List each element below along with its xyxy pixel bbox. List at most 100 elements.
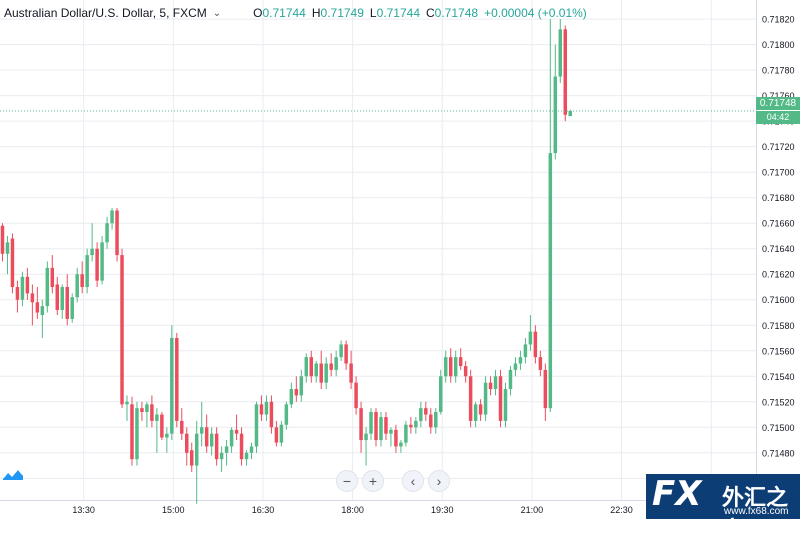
candle-down — [10, 238, 15, 287]
candle-up — [170, 338, 174, 434]
candle-up — [553, 76, 558, 154]
candle-down — [55, 284, 60, 310]
candle-up — [548, 153, 553, 409]
symbol-title[interactable]: Australian Dollar/U.S. Dollar, 5, FXCM — [4, 6, 207, 20]
candle-up — [249, 446, 254, 453]
high-label: H — [311, 6, 321, 20]
candle-down — [468, 376, 473, 421]
candle-up — [314, 363, 318, 377]
candle-down — [384, 417, 388, 434]
candle-down — [150, 404, 154, 421]
candle-up — [483, 382, 488, 415]
candle-up — [244, 452, 249, 460]
candle-down — [538, 357, 543, 370]
candle-up — [434, 411, 438, 428]
candle-down — [359, 408, 363, 441]
candle-up — [5, 242, 10, 254]
candle-down — [478, 404, 483, 415]
candle-up — [135, 408, 139, 460]
open-label: O — [253, 6, 263, 20]
candle-down — [175, 338, 179, 421]
candle-down — [160, 414, 164, 438]
y-tick-label: 0.71720 — [762, 142, 795, 152]
x-tick-label: 13:30 — [72, 505, 95, 515]
candle-up — [254, 404, 259, 447]
high-value: 0.71749 — [320, 6, 364, 20]
y-tick-label: 0.71680 — [762, 193, 795, 203]
candle-down — [65, 286, 69, 319]
y-tick-label: 0.71780 — [762, 66, 795, 76]
candle-up — [125, 401, 129, 405]
bar-countdown-tag: 04:42 — [756, 111, 800, 124]
candle-down — [80, 274, 84, 287]
candle-down — [349, 363, 353, 383]
y-tick-label: 0.71580 — [762, 321, 795, 331]
candle-up — [264, 401, 269, 415]
candle-up — [414, 420, 418, 428]
candle-down — [180, 420, 184, 434]
candle-up — [334, 357, 338, 370]
y-tick-label: 0.71820 — [762, 15, 795, 25]
scroll-right-button[interactable]: › — [428, 470, 450, 492]
candle-up — [304, 357, 309, 377]
candle-down — [204, 427, 209, 447]
candlestick-chart[interactable]: 0.718200.718000.717800.717600.717400.717… — [0, 0, 800, 519]
y-tick-label: 0.71520 — [762, 397, 795, 407]
candle-up — [45, 267, 50, 307]
candle-up — [155, 414, 159, 421]
y-tick-label: 0.71500 — [762, 423, 795, 433]
candle-up — [339, 344, 343, 358]
candle-down — [274, 427, 279, 443]
candle-up — [289, 389, 294, 405]
x-tick-label: 18:00 — [341, 505, 364, 515]
y-tick-label: 0.71760 — [762, 91, 795, 101]
candle-up — [165, 433, 169, 438]
candle-down — [95, 248, 99, 281]
zoom-out-button[interactable]: − — [336, 470, 358, 492]
scroll-left-button[interactable]: ‹ — [402, 470, 424, 492]
candle-up — [518, 357, 523, 364]
candle-down — [294, 389, 299, 396]
candle-up — [399, 442, 403, 447]
low-label: L — [369, 6, 377, 20]
candle-up — [508, 369, 513, 390]
x-tick-label: 19:30 — [431, 505, 454, 515]
candle-up — [145, 404, 149, 412]
candle-down — [543, 369, 548, 409]
brand-logo: FX — [652, 474, 702, 514]
zoom-in-button[interactable]: + — [362, 470, 384, 492]
x-tick-label: 15:00 — [162, 505, 185, 515]
candle-down — [344, 344, 348, 364]
y-tick-label: 0.71800 — [762, 40, 795, 50]
candle-up — [443, 357, 448, 377]
candle-down — [35, 302, 40, 313]
tradingview-logo-icon[interactable] — [2, 466, 24, 482]
candle-up — [209, 433, 214, 447]
candle-down — [0, 225, 5, 254]
candle-up — [40, 306, 45, 316]
candle-down — [259, 404, 264, 415]
candle-up — [110, 210, 114, 224]
candle-down — [50, 267, 55, 287]
candle-up — [493, 376, 498, 390]
candle-down — [214, 433, 219, 460]
candle-up — [20, 276, 25, 300]
candle-down — [329, 363, 333, 370]
candle-up — [364, 433, 368, 441]
chart-navigation-controls: − + ‹ › — [336, 470, 450, 492]
candle-up — [369, 411, 373, 434]
candle-down — [533, 331, 538, 358]
candle-down — [429, 414, 433, 428]
candle-down — [140, 408, 144, 412]
candle-up — [85, 255, 89, 287]
candle-up — [404, 424, 408, 443]
chevron-down-icon[interactable]: ⌄ — [212, 7, 222, 19]
candle-down — [234, 429, 239, 434]
close-value: 0.71748 — [434, 6, 479, 20]
chart-legend: Australian Dollar/U.S. Dollar, 5, FXCM ⌄… — [4, 6, 587, 20]
candle-up — [199, 427, 204, 434]
candle-down — [269, 401, 274, 428]
candle-down — [374, 411, 378, 441]
candle-up — [70, 297, 74, 319]
